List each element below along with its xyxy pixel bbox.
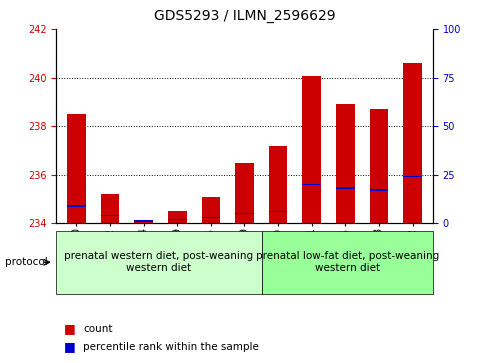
Bar	[235, 163, 253, 223]
Bar	[134, 220, 153, 223]
Bar	[403, 176, 421, 178]
Bar	[268, 146, 287, 223]
Bar	[302, 184, 320, 185]
Bar	[134, 220, 153, 222]
Bar	[369, 109, 387, 223]
Text: ■: ■	[63, 340, 75, 353]
Text: prenatal low-fat diet, post-weaning
western diet: prenatal low-fat diet, post-weaning west…	[255, 252, 438, 273]
Bar	[168, 219, 186, 220]
Bar	[168, 211, 186, 223]
Bar	[67, 205, 85, 207]
Bar	[403, 63, 421, 223]
Text: count: count	[83, 323, 112, 334]
Text: percentile rank within the sample: percentile rank within the sample	[83, 342, 259, 352]
Bar	[335, 104, 354, 223]
Text: prenatal western diet, post-weaning
western diet: prenatal western diet, post-weaning west…	[64, 252, 253, 273]
Bar	[201, 217, 220, 218]
Bar	[235, 213, 253, 215]
Text: ■: ■	[63, 322, 75, 335]
Bar	[335, 187, 354, 189]
Bar	[302, 76, 320, 223]
Bar	[101, 194, 119, 223]
Bar	[67, 114, 85, 223]
Text: GDS5293 / ILMN_2596629: GDS5293 / ILMN_2596629	[153, 9, 335, 23]
Bar	[369, 189, 387, 191]
Text: protocol: protocol	[5, 257, 47, 267]
Bar	[201, 196, 220, 223]
Bar	[101, 215, 119, 216]
Bar	[268, 211, 287, 212]
